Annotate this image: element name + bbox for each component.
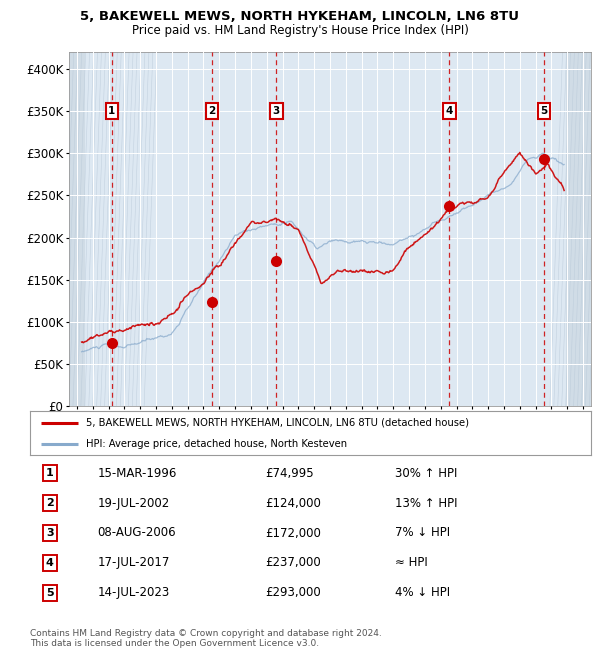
Bar — [566, 52, 591, 406]
Text: HPI: Average price, detached house, North Kesteven: HPI: Average price, detached house, Nort… — [86, 439, 347, 449]
Text: 2: 2 — [209, 106, 216, 116]
Text: 30% ↑ HPI: 30% ↑ HPI — [395, 467, 457, 480]
Text: Contains HM Land Registry data © Crown copyright and database right 2024.
This d: Contains HM Land Registry data © Crown c… — [30, 629, 382, 648]
Text: 5: 5 — [541, 106, 548, 116]
Text: 14-JUL-2023: 14-JUL-2023 — [97, 586, 170, 599]
Text: 2: 2 — [46, 498, 53, 508]
Text: Price paid vs. HM Land Registry's House Price Index (HPI): Price paid vs. HM Land Registry's House … — [131, 24, 469, 37]
Text: 5, BAKEWELL MEWS, NORTH HYKEHAM, LINCOLN, LN6 8TU (detached house): 5, BAKEWELL MEWS, NORTH HYKEHAM, LINCOLN… — [86, 418, 469, 428]
Text: 15-MAR-1996: 15-MAR-1996 — [97, 467, 176, 480]
Text: 3: 3 — [273, 106, 280, 116]
Text: £172,000: £172,000 — [266, 526, 322, 539]
Text: 19-JUL-2002: 19-JUL-2002 — [97, 497, 170, 510]
Bar — [69, 52, 85, 406]
Text: 4% ↓ HPI: 4% ↓ HPI — [395, 586, 450, 599]
Text: £293,000: £293,000 — [266, 586, 322, 599]
Text: 13% ↑ HPI: 13% ↑ HPI — [395, 497, 457, 510]
Text: 17-JUL-2017: 17-JUL-2017 — [97, 556, 170, 569]
Text: £124,000: £124,000 — [266, 497, 322, 510]
Text: 5, BAKEWELL MEWS, NORTH HYKEHAM, LINCOLN, LN6 8TU: 5, BAKEWELL MEWS, NORTH HYKEHAM, LINCOLN… — [80, 10, 520, 23]
Text: £237,000: £237,000 — [266, 556, 322, 569]
Text: 7% ↓ HPI: 7% ↓ HPI — [395, 526, 450, 539]
Text: 1: 1 — [108, 106, 115, 116]
Text: 5: 5 — [46, 588, 53, 598]
Text: £74,995: £74,995 — [266, 467, 314, 480]
Text: 1: 1 — [46, 468, 53, 478]
Text: 4: 4 — [46, 558, 53, 568]
Text: ≈ HPI: ≈ HPI — [395, 556, 427, 569]
Text: 3: 3 — [46, 528, 53, 538]
Text: 4: 4 — [446, 106, 453, 116]
Text: 08-AUG-2006: 08-AUG-2006 — [97, 526, 176, 539]
